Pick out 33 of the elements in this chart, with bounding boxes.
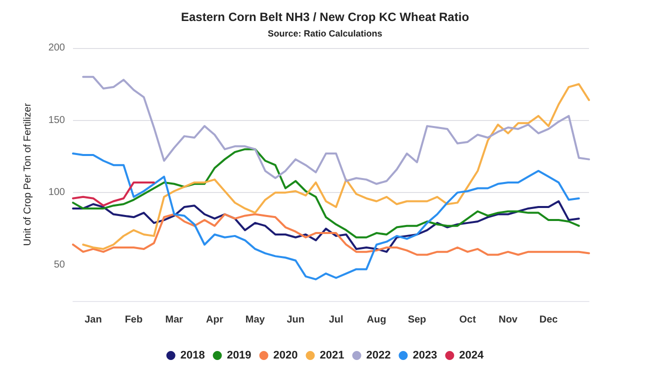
y-tick-label: 200 (48, 42, 66, 54)
legend-label: 2020 (273, 350, 298, 362)
x-tick-label: Nov (498, 314, 518, 326)
x-tick-label: Oct (459, 314, 477, 326)
x-tick-label: Jul (328, 314, 344, 326)
line-series (72, 181, 155, 207)
x-tick-label: May (245, 314, 266, 326)
line-series (82, 76, 590, 185)
x-tick-label: Mar (165, 314, 184, 326)
line-series (72, 200, 580, 253)
x-tick-label: Jun (286, 314, 304, 326)
y-axis-title: Unit of Crop Per Ton of Fertilizer (22, 102, 34, 246)
legend-label: 2023 (412, 350, 438, 362)
y-tick-label: 100 (48, 187, 66, 198)
x-tick-label: Apr (206, 314, 224, 326)
line-series (72, 148, 580, 238)
legend-label: 2019 (226, 350, 252, 362)
chart-title: Eastern Corn Belt NH3 / New Crop KC Wheat Ratio (180, 10, 470, 24)
chart-subtitle: Source: Ratio Calculations (268, 28, 382, 38)
x-tick-label: Aug (366, 314, 386, 326)
y-tick-label: 50 (54, 259, 66, 270)
legend-label: 2024 (459, 350, 485, 362)
legend-label: 2021 (320, 350, 344, 362)
line-series (72, 152, 580, 280)
x-tick-label: Feb (124, 314, 143, 326)
legend-label: 2018 (180, 350, 205, 362)
y-tick-label: 150 (48, 114, 66, 126)
legend-label: 2022 (366, 350, 391, 362)
line-series (82, 83, 590, 250)
x-tick-label: Dec (539, 314, 558, 326)
line-series (72, 213, 590, 256)
x-tick-label: Sep (408, 314, 426, 326)
x-tick-label: Jan (84, 314, 102, 326)
